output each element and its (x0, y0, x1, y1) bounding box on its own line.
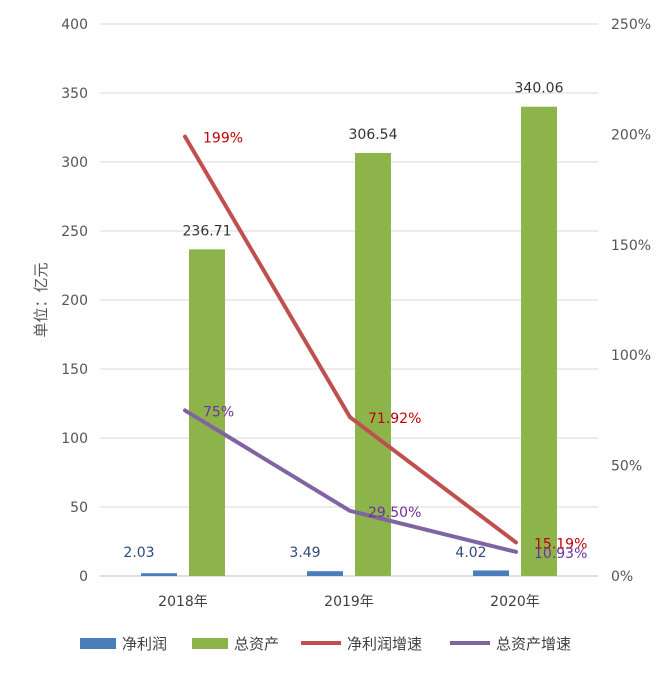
line-value-label: 15.19% (534, 536, 587, 552)
left-tick-label: 100 (61, 431, 88, 447)
left-tick-label: 150 (61, 362, 88, 378)
legend-label: 净利润 (122, 635, 167, 653)
left-tick-label: 250 (61, 224, 88, 240)
left-tick-label: 350 (61, 86, 88, 102)
category-label: 2020年 (490, 594, 540, 610)
line-value-label: 75% (203, 404, 234, 420)
line-1 (183, 408, 518, 554)
line-0 (183, 134, 518, 545)
right-tick-label: 50% (611, 459, 642, 475)
category-label: 2019年 (324, 594, 374, 610)
legend-swatch (192, 638, 228, 649)
bars (141, 106, 557, 577)
right-tick-label: 250% (611, 17, 651, 33)
bar-value-label: 4.02 (455, 545, 486, 561)
right-axis-ticks: 0% 50% 100% 150% 200% 250% (611, 17, 651, 585)
bar-1 (521, 106, 557, 577)
left-tick-label: 50 (70, 500, 88, 516)
left-axis-ticks: 0 50 100 150 200 250 300 350 400 (61, 17, 88, 585)
legend: 净利润 总资产 净利润增速 总资产增速 (80, 635, 571, 653)
legend-swatch (80, 638, 116, 649)
bar-0 (141, 573, 177, 576)
watermark: 搜狐号@蕉商发布 (548, 649, 660, 666)
right-tick-label: 200% (611, 127, 651, 143)
bar-value-label: 306.54 (349, 127, 398, 143)
line-value-label: 199% (203, 131, 243, 147)
bar-value-label: 340.06 (515, 81, 564, 97)
right-tick-label: 0% (611, 569, 633, 585)
left-tick-label: 0 (79, 569, 88, 585)
gridlines (100, 23, 598, 577)
growth-lines (183, 134, 518, 554)
line-value-label: 29.50% (368, 505, 421, 521)
legend-label: 总资产 (234, 635, 279, 653)
bar-value-label: 236.71 (183, 223, 232, 239)
bar-1 (355, 152, 391, 576)
left-tick-label: 300 (61, 155, 88, 171)
right-tick-label: 100% (611, 348, 651, 364)
bar-0 (307, 571, 343, 576)
legend-label: 总资产增速 (496, 635, 571, 653)
bar-value-label: 2.03 (123, 545, 154, 561)
bar-value-label: 3.49 (289, 545, 320, 561)
bar-1 (189, 249, 225, 576)
category-labels: 2018年 2019年 2020年 (158, 594, 540, 610)
line-value-label: 71.92% (368, 411, 421, 427)
y-axis-label: 单位：亿元 (32, 262, 50, 337)
line-value-label: 10.93% (534, 546, 587, 562)
category-label: 2018年 (158, 594, 208, 610)
left-tick-label: 400 (61, 17, 88, 33)
bar-0 (473, 570, 509, 576)
right-tick-label: 150% (611, 238, 651, 254)
data-labels: 2.03 3.49 4.02 236.71 306.54 340.06 199% 71.92%… (123, 81, 587, 562)
legend-label: 净利润增速 (347, 635, 422, 653)
left-tick-label: 200 (61, 293, 88, 309)
